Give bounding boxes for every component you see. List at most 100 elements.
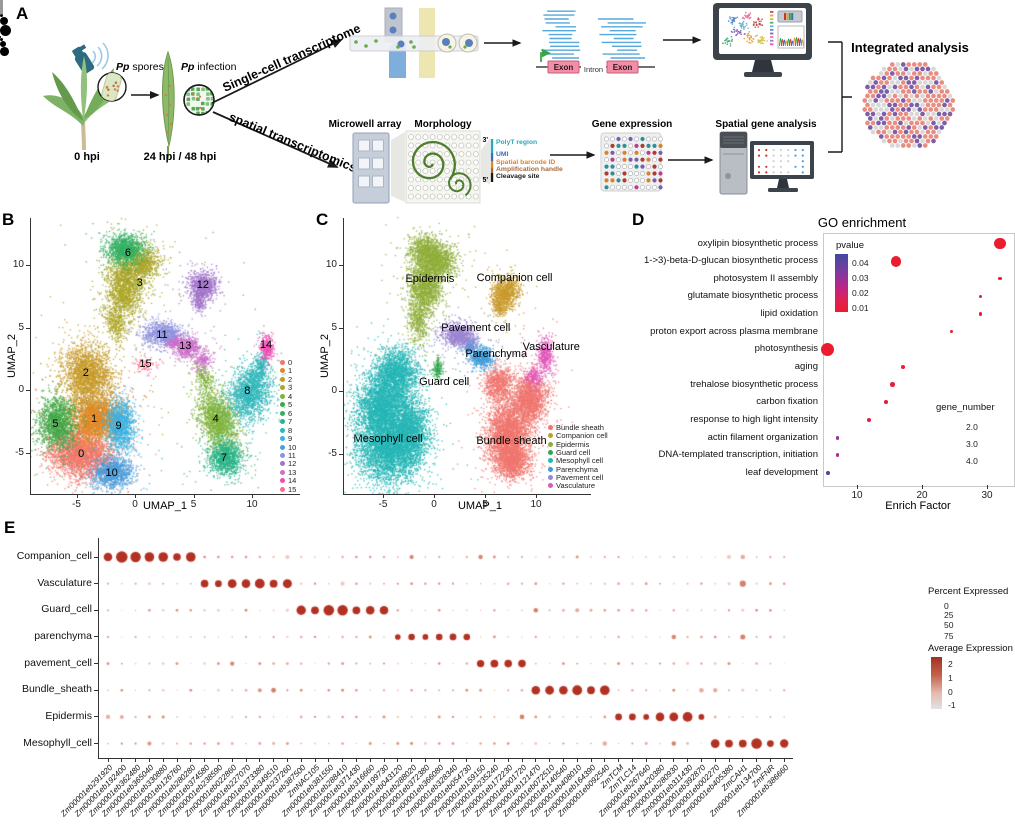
cluster-number-label: 0 xyxy=(78,447,85,460)
x-tick xyxy=(485,494,486,498)
gene-tick xyxy=(342,758,344,762)
go-row-tick xyxy=(0,0,3,1)
gene-tick xyxy=(300,758,302,762)
y-tick xyxy=(26,265,30,266)
gene-tick xyxy=(438,758,440,762)
cluster-legend-item: 7 xyxy=(280,417,292,426)
legend-dot xyxy=(280,368,285,374)
x-tick xyxy=(987,485,988,489)
gene-expression-matrix-icon xyxy=(600,132,663,192)
legend-dot xyxy=(548,433,553,439)
x-tick xyxy=(536,494,537,498)
spray-arcs-icon xyxy=(91,42,109,70)
umap-clusters-plot xyxy=(31,216,301,494)
go-term-label: oxylipin biosynthetic process xyxy=(697,237,818,249)
expression-tick-label: 1 xyxy=(948,673,953,683)
gene-number-label: 4.0 xyxy=(966,456,978,466)
cluster-legend-item: 11 xyxy=(280,451,296,460)
legend-label: 15 xyxy=(288,484,297,494)
gene-tick xyxy=(355,758,357,762)
morphology-icon xyxy=(405,130,481,204)
cluster-legend-item: 3 xyxy=(280,383,292,392)
legend-label: 4 xyxy=(288,391,293,401)
y-tick xyxy=(339,265,343,266)
x-tick-label: 0 xyxy=(132,499,138,510)
pp-infection-inset xyxy=(183,84,215,116)
gene-tick xyxy=(411,758,413,762)
microfluidic-chip-icon xyxy=(349,7,479,78)
legend-label: Epidermis xyxy=(556,439,590,449)
gene-tick xyxy=(273,758,275,762)
x-tick-label: 30 xyxy=(981,490,993,501)
row-tick xyxy=(94,609,98,611)
gene-tick xyxy=(631,758,633,762)
y-tick-label: -5 xyxy=(15,446,24,458)
gene-number-label: 3.0 xyxy=(966,439,978,449)
exon1-label: Exon xyxy=(554,63,574,72)
celltype-legend-item: Parenchyma xyxy=(548,465,598,474)
go-dot xyxy=(890,255,902,267)
legend-dot xyxy=(280,360,285,365)
pvalue-tick-label: 0.01 xyxy=(852,303,869,313)
cluster-number-label: 1 xyxy=(90,412,98,425)
cluster-legend-item: 0 xyxy=(280,358,292,367)
celltype-label: Companion cell xyxy=(476,271,553,284)
x-tick-label: 10 xyxy=(530,499,542,510)
go-term-label: leaf development xyxy=(745,466,818,478)
celltype-legend-item: Mesophyll cell xyxy=(548,456,603,465)
gene-model-icon: Exon Exon Intron xyxy=(536,10,655,74)
cluster-legend-item: 8 xyxy=(280,426,292,435)
gene-tick xyxy=(162,758,164,762)
gene-tick xyxy=(314,758,316,762)
gene-tick xyxy=(328,758,330,762)
intron-label: Intron xyxy=(584,65,603,74)
gene-tick xyxy=(397,758,399,762)
celltype-legend-item: Companion cell xyxy=(548,431,608,440)
legend-label: 0 xyxy=(288,358,293,367)
cluster-legend-item: 10 xyxy=(280,443,296,452)
gene-tick xyxy=(286,758,288,762)
y-axis-line xyxy=(98,538,99,758)
y-tick xyxy=(26,452,30,454)
celltype-label: Pavement cell xyxy=(441,322,511,334)
panel-a-letter: A xyxy=(16,4,29,23)
cluster-number-label: 15 xyxy=(139,357,152,370)
expression-tick-label: -1 xyxy=(948,700,956,710)
legend-dot xyxy=(280,436,285,442)
celltype-label: Vasculature xyxy=(522,340,580,353)
go-dot xyxy=(998,277,1002,281)
legend-label: 8 xyxy=(288,425,293,435)
cluster-number-label: 11 xyxy=(156,329,168,341)
gene-number-dot xyxy=(0,14,4,18)
legend-label: Guard cell xyxy=(556,447,591,457)
gene-tick xyxy=(576,758,578,762)
gene-tick xyxy=(231,758,233,762)
go-term-label: response to high light intensity xyxy=(690,414,818,425)
y-tick-label: 5 xyxy=(331,322,337,333)
gene-tick xyxy=(783,758,785,762)
legend-label: 12 xyxy=(288,459,297,469)
cluster-number-label: 12 xyxy=(196,279,209,291)
microwell-array-icon xyxy=(352,132,390,204)
go-dot xyxy=(835,435,840,440)
x-tick xyxy=(922,485,923,489)
go-dot xyxy=(890,382,896,387)
panel-d-letter: D xyxy=(632,210,645,229)
barcode-legend-label: Amplification handle xyxy=(496,166,563,173)
go-row-tick xyxy=(0,9,3,10)
pvalue-tick-label: 0.02 xyxy=(852,288,869,298)
go-row-tick xyxy=(0,2,3,3)
barcode-legend-label: UMI xyxy=(496,151,509,158)
legend-dot xyxy=(548,474,553,480)
legend-label: 6 xyxy=(288,408,293,418)
legend-dot xyxy=(280,402,285,408)
integrated-analysis-label: Integrated analysis xyxy=(851,40,969,55)
x-tick-label: 5 xyxy=(482,499,488,510)
row-tick xyxy=(94,689,98,691)
go-row-tick xyxy=(0,11,3,12)
percent-dot xyxy=(0,46,9,56)
average-expression-legend-title: Average Expression xyxy=(928,643,1013,654)
percent-tick-label: 75 xyxy=(944,631,954,641)
legend-dot xyxy=(548,458,553,464)
five-prime-label: 5' xyxy=(482,177,488,184)
